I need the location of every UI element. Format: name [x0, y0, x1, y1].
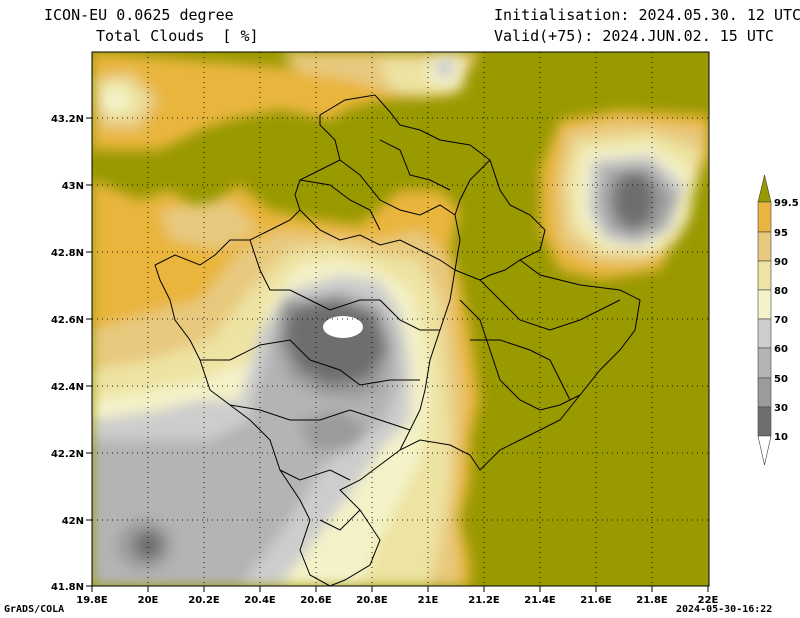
lon-label: 21.4E — [524, 595, 556, 606]
legend-label: 95 — [774, 228, 788, 239]
lat-label: 43.2N — [51, 114, 84, 125]
admin-borders — [154, 94, 641, 586]
lon-label: 20.2E — [188, 595, 220, 606]
legend-swatch-80 — [757, 260, 772, 291]
border-inner-13 — [454, 159, 491, 216]
color-legend — [757, 174, 772, 466]
border-inner-4 — [200, 339, 420, 386]
lon-label: 20.4E — [244, 595, 276, 606]
init-time: Initialisation: 2024.05.30. 12 UTC — [494, 6, 800, 24]
legend-label: 70 — [774, 315, 788, 326]
lon-label: 20.8E — [356, 595, 388, 606]
footer-timestamp: 2024-05-30-16:22 — [676, 604, 773, 615]
legend-swatch-min — [757, 435, 772, 466]
legend-label: 50 — [774, 374, 788, 385]
legend-label: 30 — [774, 403, 788, 414]
lat-label: 43N — [62, 181, 84, 192]
border-inner-12 — [319, 509, 361, 531]
lon-label: 21E — [418, 595, 439, 606]
field-title: Total Clouds [ %] — [96, 27, 259, 45]
legend-swatch-70 — [757, 289, 772, 320]
lon-label: 22E — [698, 595, 719, 606]
legend-label: 60 — [774, 344, 788, 355]
lon-label: 21.6E — [580, 595, 612, 606]
cloud-field — [92, 52, 709, 586]
lat-label: 42.6N — [51, 315, 84, 326]
border-inner-3 — [249, 239, 440, 331]
legend-swatch-99.5 — [757, 174, 772, 203]
footer-credit: GrADS/COLA — [4, 604, 65, 615]
lon-label: 19.8E — [76, 595, 108, 606]
border-inner-2 — [299, 209, 456, 271]
lon-label: 20.6E — [300, 595, 332, 606]
lon-label: 21.8E — [636, 595, 668, 606]
legend-label: 80 — [774, 286, 788, 297]
lat-label: 41.8N — [51, 582, 84, 593]
border-inner-5 — [229, 404, 411, 431]
model-title: ICON-EU 0.0625 degree — [44, 6, 234, 24]
border-inner-7 — [459, 299, 581, 411]
legend-swatch-90 — [757, 231, 772, 262]
legend-labels: 99.5 95 90 80 70 60 50 30 10 — [774, 198, 799, 443]
legend-label: 90 — [774, 257, 788, 268]
lat-label: 42.4N — [51, 382, 84, 393]
lon-labels: 19.8E 20E 20.2E 20.4E 20.6E 20.8E 21E 21… — [76, 595, 718, 606]
border-inner-14 — [479, 259, 521, 281]
lat-labels: 43.2N 43N 42.8N 42.6N 42.4N 42.2N 42N 41… — [51, 114, 84, 593]
valid-time: Valid(+75): 2024.JUN.02. 15 UTC — [494, 27, 774, 45]
border-inner-10 — [299, 179, 381, 231]
legend-label: 10 — [774, 432, 788, 443]
border-inner-9 — [379, 139, 451, 191]
lat-label: 42.8N — [51, 248, 84, 259]
lon-label: 20E — [138, 595, 159, 606]
legend-swatch-10 — [757, 406, 772, 437]
lon-label: 21.2E — [468, 595, 500, 606]
legend-swatch-60 — [757, 318, 772, 349]
border-west — [319, 94, 641, 586]
legend-label: 99.5 — [774, 198, 799, 209]
lat-label: 42.2N — [51, 449, 84, 460]
border-inner-11 — [279, 469, 351, 481]
grid-lines — [92, 52, 709, 586]
legend-swatch-95 — [757, 201, 772, 233]
border-inner-8 — [470, 339, 571, 401]
cloud-max-spot — [323, 316, 363, 338]
lat-label: 42N — [62, 516, 84, 527]
border-inner-1 — [339, 159, 461, 451]
legend-swatch-30 — [757, 377, 772, 408]
cloud-bands — [92, 52, 709, 586]
legend-swatch-50 — [757, 347, 772, 379]
border-inner-6 — [454, 269, 621, 331]
tick-marks — [86, 117, 709, 592]
